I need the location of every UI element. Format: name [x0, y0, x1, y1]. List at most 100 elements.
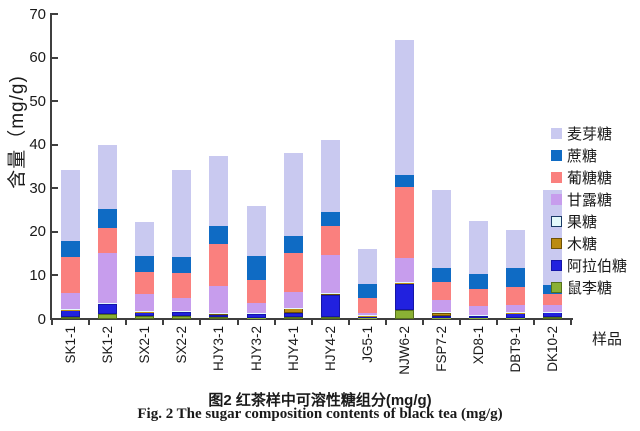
- y-tick-30: [52, 187, 58, 190]
- segment-葡糖糖-XD8-1: [469, 289, 489, 307]
- caption-chinese: 图2 红茶样中可溶性糖组分(mg/g): [208, 392, 432, 409]
- legend-label-木糖: 木糖: [567, 235, 598, 253]
- legend-item-甘露糖: 甘露糖: [551, 188, 627, 210]
- y-tick-20: [52, 230, 58, 233]
- segment-麦芽糖-HJY3-2: [246, 205, 266, 256]
- y-tick-10: [52, 274, 58, 277]
- segment-阿拉伯糖-HJY3-1: [209, 315, 229, 318]
- x-tick-11: [459, 320, 462, 325]
- segment-鼠李糖-DK10-2: [543, 316, 563, 319]
- segment-阿拉伯糖-XD8-1: [469, 315, 489, 318]
- segment-阿拉伯糖-NJW6-2: [394, 284, 414, 311]
- segment-蔗糖-DBT9-1: [506, 268, 526, 287]
- legend-label-鼠李糖: 鼠李糖: [567, 279, 613, 297]
- segment-葡糖糖-HJY3-2: [246, 279, 266, 304]
- x-tick-4: [199, 320, 202, 325]
- legend-item-阿拉伯糖: 阿拉伯糖: [551, 254, 627, 276]
- legend-label-蔗糖: 蔗糖: [567, 147, 598, 165]
- legend-swatch-icon-木糖: [551, 237, 562, 249]
- segment-甘露糖-JG5-1: [357, 312, 377, 316]
- segment-蔗糖-SK1-2: [98, 209, 118, 229]
- bar-HJY3-1: [209, 0, 229, 320]
- y-tick-label-50: 50: [29, 92, 46, 110]
- segment-蔗糖-HJY4-1: [283, 236, 303, 253]
- segment-麦芽糖-SX2-1: [135, 221, 155, 256]
- segment-葡糖糖-FSP7-2: [432, 281, 452, 300]
- bar-XD8-1: [469, 0, 489, 319]
- segment-甘露糖-SX2-2: [172, 297, 192, 311]
- segment-阿拉伯糖-SX2-2: [172, 312, 192, 316]
- segment-甘露糖-SX2-1: [135, 293, 155, 312]
- segment-葡糖糖-SK1-1: [61, 256, 81, 293]
- x-tick-12: [496, 320, 499, 325]
- segment-蔗糖-SK1-1: [61, 241, 81, 257]
- segment-蔗糖-SX2-1: [135, 255, 155, 273]
- segment-葡糖糖-JG5-1: [357, 298, 377, 313]
- segment-阿拉伯糖-SK1-1: [61, 310, 81, 318]
- legend-label-麦芽糖: 麦芽糖: [567, 125, 613, 143]
- segment-甘露糖-HJY3-2: [246, 303, 266, 313]
- segment-鼠李糖-NJW6-2: [394, 310, 414, 319]
- legend-label-甘露糖: 甘露糖: [567, 191, 613, 209]
- segment-麦芽糖-DBT9-1: [506, 229, 526, 269]
- segment-麦芽糖-HJY4-1: [283, 153, 303, 237]
- x-tick-3: [162, 320, 165, 325]
- x-tick-1: [88, 320, 91, 325]
- segment-葡糖糖-DBT9-1: [506, 286, 526, 305]
- bar-HJY4-1: [283, 0, 303, 319]
- segment-麦芽糖-SK1-1: [61, 169, 81, 242]
- segment-麦芽糖-SK1-2: [98, 144, 118, 210]
- x-category-label-FSP7-2: FSP7-2: [434, 326, 450, 372]
- legend-label-果糖: 果糖: [567, 213, 598, 231]
- segment-葡糖糖-DK10-2: [543, 294, 563, 306]
- segment-阿拉伯糖-DK10-2: [543, 312, 563, 317]
- segment-甘露糖-HJY3-1: [209, 286, 229, 313]
- bar-JG5-1: [357, 0, 377, 319]
- segment-鼠李糖-HJY3-2: [246, 317, 266, 319]
- x-tick-6: [273, 320, 276, 325]
- x-category-label-SX2-2: SX2-2: [174, 326, 190, 364]
- y-tick-label-30: 30: [29, 179, 46, 197]
- segment-甘露糖-DK10-2: [543, 305, 563, 312]
- segment-木糖-HJY3-2: [246, 313, 266, 315]
- segment-蔗糖-SX2-2: [172, 257, 192, 274]
- segment-甘露糖-DBT9-1: [506, 304, 526, 313]
- segment-甘露糖-HJY4-1: [283, 291, 303, 308]
- segment-甘露糖-FSP7-2: [432, 299, 452, 313]
- segment-鼠李糖-SK1-2: [98, 314, 118, 319]
- segment-阿拉伯糖-JG5-1: [357, 315, 377, 318]
- y-tick-label-40: 40: [29, 136, 46, 154]
- bar-DBT9-1: [506, 0, 526, 319]
- legend: 麦芽糖蔗糖葡糖糖甘露糖果糖木糖 阿拉伯糖鼠李糖: [551, 122, 627, 298]
- y-tick-label-70: 70: [29, 5, 46, 23]
- x-tick-0: [51, 320, 53, 325]
- segment-木糖-HJY4-2: [320, 293, 340, 296]
- segment-鼠李糖-HJY4-1: [283, 316, 303, 319]
- legend-item-鼠李糖: 鼠李糖: [551, 276, 627, 298]
- segment-葡糖糖-NJW6-2: [394, 187, 414, 258]
- y-tick-50: [52, 100, 58, 103]
- segment-阿拉伯糖-HJY4-1: [283, 313, 303, 317]
- segment-麦芽糖-JG5-1: [357, 249, 377, 284]
- x-tick-14: [570, 320, 573, 325]
- y-tick-label-10: 10: [29, 266, 46, 284]
- x-tick-7: [310, 320, 313, 325]
- segment-麦芽糖-HJY3-1: [209, 155, 229, 227]
- segment-鼠李糖-SK1-1: [61, 317, 81, 320]
- x-tick-8: [347, 320, 350, 325]
- legend-swatch-icon-甘露糖: [551, 193, 562, 205]
- caption-english: Fig. 2 The sugar composition contents of…: [137, 406, 503, 422]
- segment-葡糖糖-SX2-2: [172, 273, 192, 298]
- x-category-label-HJY3-2: HJY3-2: [248, 326, 264, 372]
- segment-鼠李糖-SX2-1: [135, 316, 155, 319]
- x-tick-2: [125, 320, 128, 325]
- x-category-label-SK1-2: SK1-2: [100, 326, 116, 364]
- segment-果糖-NJW6-2: [394, 281, 414, 283]
- segment-鼠李糖-JG5-1: [357, 317, 377, 319]
- bar-SX2-2: [172, 0, 192, 319]
- legend-label-葡糖糖: 葡糖糖: [567, 169, 613, 187]
- x-category-label-JG5-1: JG5-1: [359, 326, 375, 363]
- segment-葡糖糖-HJY3-1: [209, 244, 229, 287]
- segment-鼠李糖-XD8-1: [469, 317, 489, 319]
- legend-swatch-icon-蔗糖: [551, 149, 562, 161]
